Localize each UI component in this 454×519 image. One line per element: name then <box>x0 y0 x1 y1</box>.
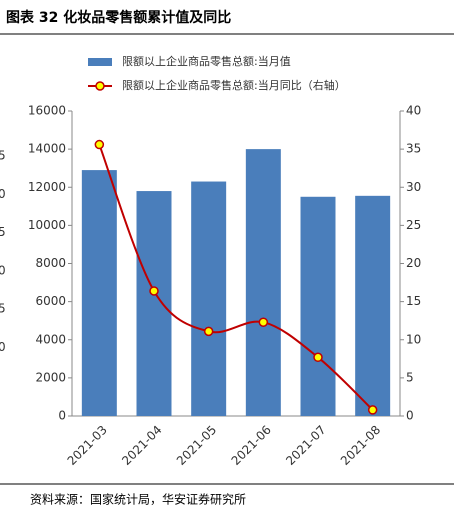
line-marker <box>313 352 323 363</box>
line-marker <box>149 286 159 296</box>
bar <box>300 196 336 416</box>
x-tick-label: 2021-05 <box>174 423 219 468</box>
line-marker <box>94 139 105 150</box>
y2-tick-label: 20 <box>406 256 421 270</box>
y2-tick-label: 5 <box>406 370 414 384</box>
bar <box>191 181 227 416</box>
x-tick-label: 2021-06 <box>229 423 274 468</box>
cropped-label: 5 <box>0 302 6 316</box>
legend-label: 限额以上企业商品零售总额:当月值 <box>122 54 291 68</box>
x-tick-label: 2021-08 <box>338 423 383 468</box>
legend-label: 限额以上企业商品零售总额:当月同比（右轴） <box>122 78 346 92</box>
y2-tick-label: 10 <box>406 332 421 346</box>
legend-marker <box>95 81 105 91</box>
cropped-label: 5 <box>0 149 6 163</box>
y-tick-label: 12000 <box>28 180 66 194</box>
y-tick-label: 0 <box>58 409 66 423</box>
chart-title: 图表 32 化妆品零售额累计值及同比 <box>6 9 231 26</box>
y-tick-label: 4000 <box>35 332 66 346</box>
line-marker <box>258 317 269 327</box>
y-tick-label: 2000 <box>35 370 66 384</box>
bar <box>136 191 172 416</box>
line-marker <box>367 405 378 415</box>
cropped-label: 0 <box>0 340 6 354</box>
bar <box>355 195 391 416</box>
y2-tick-label: 30 <box>406 180 421 194</box>
y2-tick-label: 25 <box>406 218 421 232</box>
line-marker <box>203 326 214 337</box>
source: 资料来源：国家统计局，华安证券研究所 <box>30 492 246 507</box>
x-tick-label: 2021-07 <box>283 423 328 468</box>
bar <box>81 170 117 416</box>
y-tick-label: 14000 <box>28 142 66 156</box>
y-tick-label: 8000 <box>35 256 66 270</box>
legend-swatch <box>88 58 112 66</box>
y-tick-label: 6000 <box>35 294 66 308</box>
y2-tick-label: 40 <box>406 104 421 118</box>
x-tick-label: 2021-04 <box>119 423 164 468</box>
cropped-label: 0 <box>0 263 6 277</box>
y2-tick-label: 15 <box>406 294 421 308</box>
y2-tick-label: 0 <box>406 409 414 423</box>
cropped-label: 5 <box>0 225 6 239</box>
y-tick-label: 16000 <box>28 104 66 118</box>
x-tick-label: 2021-03 <box>65 423 110 468</box>
y2-tick-label: 35 <box>406 142 421 156</box>
bar <box>245 149 281 416</box>
y-tick-label: 10000 <box>28 218 66 232</box>
cropped-label: 0 <box>0 187 6 201</box>
